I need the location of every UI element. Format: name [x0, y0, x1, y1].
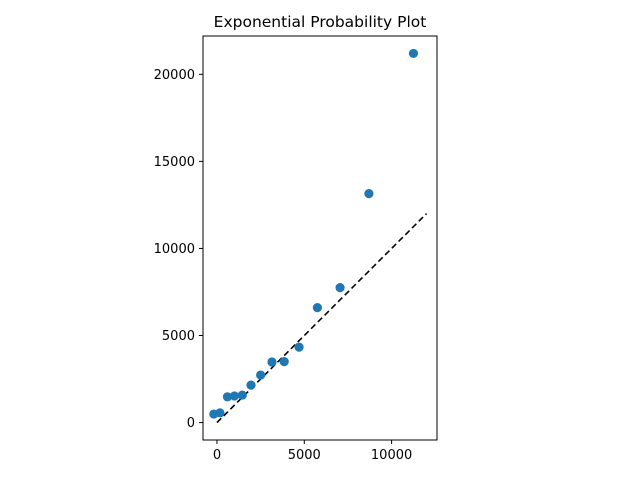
- data-point: [294, 342, 304, 352]
- x-tick-label: 0: [213, 448, 221, 463]
- data-point: [215, 408, 225, 418]
- data-point: [256, 370, 266, 380]
- chart-title: Exponential Probability Plot: [214, 13, 427, 31]
- x-tick-label: 5000: [288, 448, 321, 463]
- y-tick-label: 0: [187, 416, 195, 431]
- y-tick-label: 5000: [162, 329, 195, 344]
- data-point: [267, 357, 277, 367]
- y-tick-label: 20000: [154, 68, 195, 83]
- data-point: [408, 48, 419, 59]
- x-tick-label: 10000: [371, 448, 412, 463]
- y-tick-label: 15000: [154, 155, 195, 170]
- data-point: [364, 188, 374, 199]
- data-point: [237, 390, 247, 400]
- data-point: [222, 392, 233, 402]
- data-point: [279, 357, 289, 367]
- data-point: [229, 391, 240, 401]
- plot-area: [209, 48, 428, 424]
- axes-frame: [202, 35, 438, 441]
- data-point: [246, 380, 256, 390]
- y-tick-label: 10000: [154, 242, 195, 257]
- data-point: [312, 303, 322, 313]
- data-point: [335, 283, 345, 293]
